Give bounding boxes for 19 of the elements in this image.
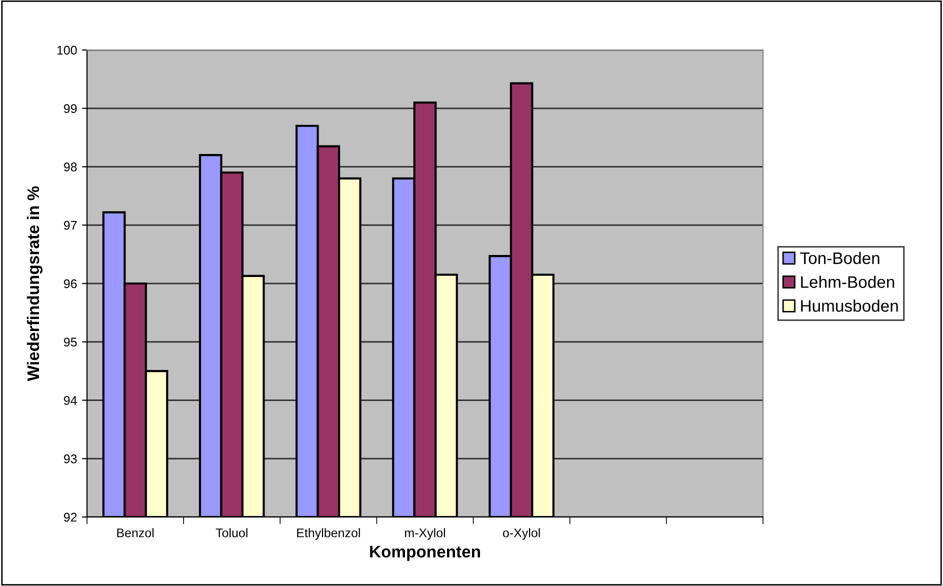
x-axis-title: Komponenten <box>370 546 480 561</box>
y-tick-label: 99 <box>64 104 77 114</box>
y-tick-label: 92 <box>64 512 77 522</box>
y-tick-label: 100 <box>57 46 77 55</box>
x-tick-label: o-Xylol <box>502 528 540 540</box>
y-axis-title: Wiederfindungsrate in % <box>26 186 43 382</box>
x-tick-label: Ethylbenzol <box>297 528 360 540</box>
y-tick-label: 98 <box>64 162 77 172</box>
y-tick-label: 95 <box>64 338 77 347</box>
legend-label: Ton-Boden <box>800 252 880 264</box>
y-tick-label: 94 <box>64 396 77 405</box>
legend-label: Humusboden <box>801 300 898 312</box>
y-tick-label: 96 <box>64 279 77 288</box>
x-tick-label: Benzol <box>117 528 154 538</box>
legend-label: Lehm-Boden <box>801 276 894 288</box>
x-tick-label: m-Xylol <box>404 528 445 540</box>
x-tick-label: Toluol <box>216 528 248 538</box>
y-tick-label: 97 <box>64 220 77 230</box>
y-tick-label: 93 <box>64 454 77 464</box>
